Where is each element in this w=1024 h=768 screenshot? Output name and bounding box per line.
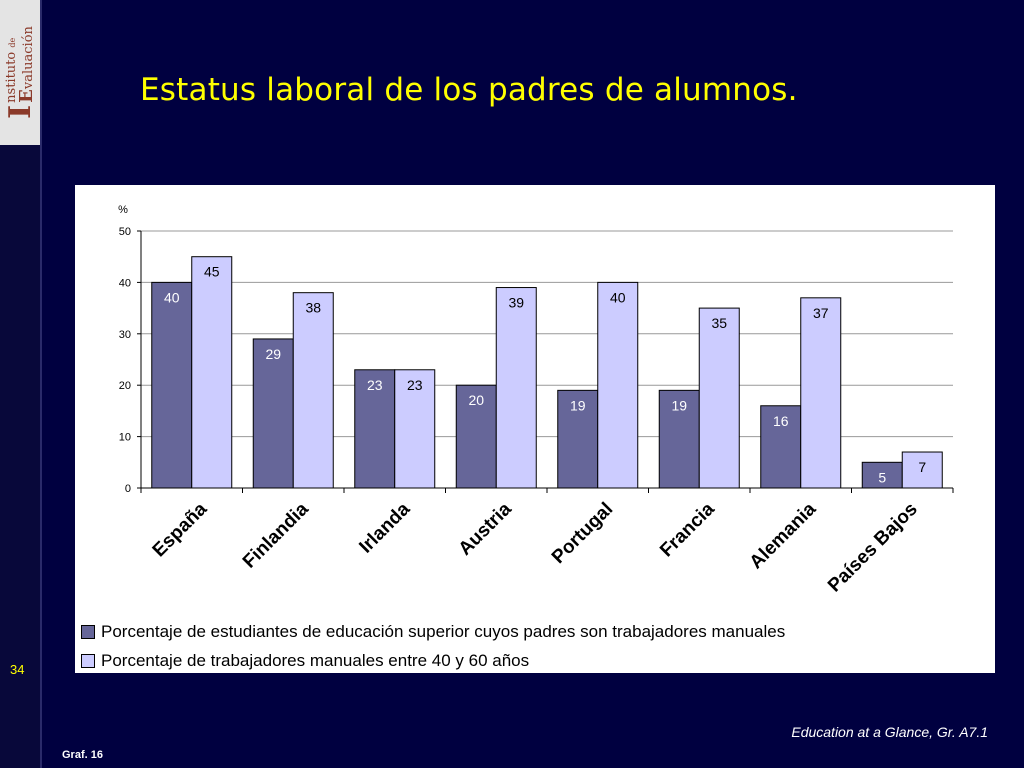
bar-workers xyxy=(394,369,436,489)
y-tick-label: 30 xyxy=(119,329,131,341)
bar-data-label: 29 xyxy=(265,346,281,362)
x-category-label: Irlanda xyxy=(355,498,414,557)
legend-swatch xyxy=(81,653,95,668)
bar-data-label: 40 xyxy=(610,289,626,305)
bar-workers xyxy=(495,287,537,489)
bar-data-label: 37 xyxy=(813,305,829,321)
bar-students xyxy=(861,461,903,489)
logo-word-evaluacion: Evaluación xyxy=(15,26,37,103)
bar-data-label: 16 xyxy=(773,413,789,429)
y-tick-label: 40 xyxy=(119,277,131,289)
bar-students xyxy=(354,369,396,489)
bar-chart: 0 10 20 30 40 50% 40 45 España 29 38 Finlandia 23 23 I… xyxy=(118,204,954,597)
x-category-label: España xyxy=(149,498,212,561)
legend-item: Porcentaje de estudiantes de educación s… xyxy=(81,617,785,646)
bar-data-label: 7 xyxy=(918,459,926,475)
y-tick-label: 10 xyxy=(119,432,131,444)
y-axis-label: % xyxy=(118,204,128,216)
bar-students xyxy=(658,389,700,489)
bar-data-label: 19 xyxy=(671,397,687,413)
bar-data-label: 35 xyxy=(711,315,727,331)
source-citation: Education at a Glance, Gr. A7.1 xyxy=(791,724,988,740)
legend-item: Porcentaje de trabajadores manuales entr… xyxy=(81,646,785,675)
slide-title: Estatus laboral de los padres de alumnos… xyxy=(140,72,798,108)
y-tick-label: 20 xyxy=(119,380,131,392)
chart-panel: 0 10 20 30 40 50% 40 45 España 29 38 Finlandia 23 23 I… xyxy=(75,185,995,673)
bar-workers xyxy=(191,256,233,489)
left-sidebar-strip: I nstituto de Evaluación xyxy=(0,0,42,768)
y-tick-label: 50 xyxy=(119,226,131,238)
bar-workers xyxy=(800,297,842,489)
x-category-label: Austria xyxy=(455,498,516,559)
legend-swatch xyxy=(81,624,95,639)
bar-data-label: 45 xyxy=(204,264,220,280)
graf-label: Graf. 16 xyxy=(62,749,103,761)
bar-workers xyxy=(292,292,334,489)
bar-data-label: 20 xyxy=(468,392,484,408)
bar-students xyxy=(252,338,294,489)
slide-number: 34 xyxy=(10,662,25,677)
x-category-label: Finlandia xyxy=(239,498,313,572)
bar-workers xyxy=(901,451,943,489)
x-category-label: Francia xyxy=(656,498,719,561)
bar-students xyxy=(760,405,802,489)
chart-legend: Porcentaje de estudiantes de educación s… xyxy=(81,617,785,675)
bar-data-label: 23 xyxy=(367,377,383,393)
x-category-label: Portugal xyxy=(548,499,617,568)
bar-data-label: 19 xyxy=(570,397,586,413)
bar-students xyxy=(557,389,599,489)
bar-workers xyxy=(597,281,639,489)
logo-letter-i: I xyxy=(2,104,38,119)
bar-data-label: 5 xyxy=(878,469,886,485)
bar-students xyxy=(151,281,193,489)
x-category-label: Países Bajos xyxy=(824,499,922,597)
bar-workers xyxy=(698,307,740,489)
bar-data-label: 39 xyxy=(508,295,524,311)
legend-label: Porcentaje de trabajadores manuales entr… xyxy=(101,650,530,670)
y-tick-label: 0 xyxy=(125,483,131,495)
bar-data-label: 38 xyxy=(305,300,321,316)
x-category-label: Alemania xyxy=(746,498,821,573)
instituto-evaluacion-logo: I nstituto de Evaluación xyxy=(0,0,40,145)
bar-students xyxy=(455,384,497,489)
legend-label: Porcentaje de estudiantes de educación s… xyxy=(101,621,786,641)
bar-data-label: 40 xyxy=(164,289,180,305)
bar-data-label: 23 xyxy=(407,377,423,393)
